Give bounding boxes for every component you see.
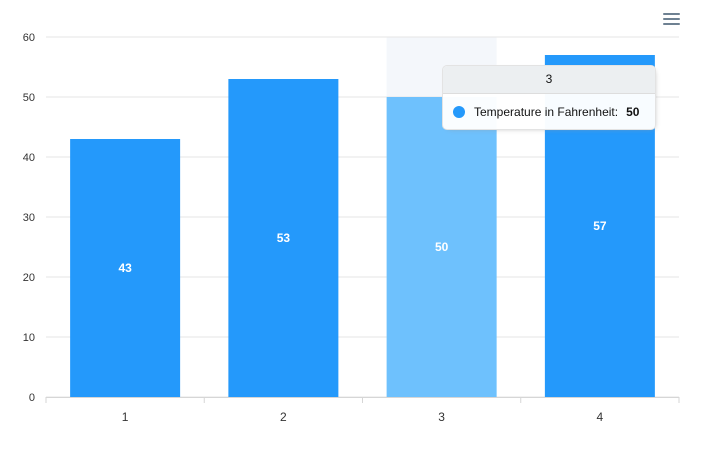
- bar: [228, 79, 339, 397]
- y-tick-label: 20: [23, 272, 35, 284]
- y-tick-label: 60: [23, 32, 35, 44]
- y-tick-label: 0: [29, 392, 35, 404]
- bar: [70, 139, 181, 397]
- chart-tooltip: 3 Temperature in Fahrenheit: 50: [442, 65, 656, 130]
- tooltip-series-value: 50: [626, 104, 640, 119]
- y-tick-label: 40: [23, 152, 35, 164]
- y-tick-label: 50: [23, 92, 35, 104]
- data-label: 50: [435, 240, 449, 254]
- y-tick-label: 10: [23, 332, 35, 344]
- tooltip-series-row: Temperature in Fahrenheit: 50: [443, 94, 655, 129]
- bar: [386, 97, 497, 397]
- x-tick-label: 2: [280, 410, 287, 424]
- hamburger-menu-icon[interactable]: [663, 13, 680, 27]
- data-label: 57: [593, 219, 607, 233]
- x-tick-label: 1: [122, 410, 129, 424]
- tooltip-series-name: Temperature in Fahrenheit:: [474, 104, 619, 119]
- tooltip-title: 3: [443, 66, 655, 94]
- tooltip-series-marker-icon: [453, 105, 465, 118]
- data-label: 43: [118, 261, 132, 275]
- x-tick-label: 3: [438, 410, 445, 424]
- x-tick-label: 4: [597, 410, 604, 424]
- y-tick-label: 30: [23, 212, 35, 224]
- data-label: 53: [277, 231, 291, 245]
